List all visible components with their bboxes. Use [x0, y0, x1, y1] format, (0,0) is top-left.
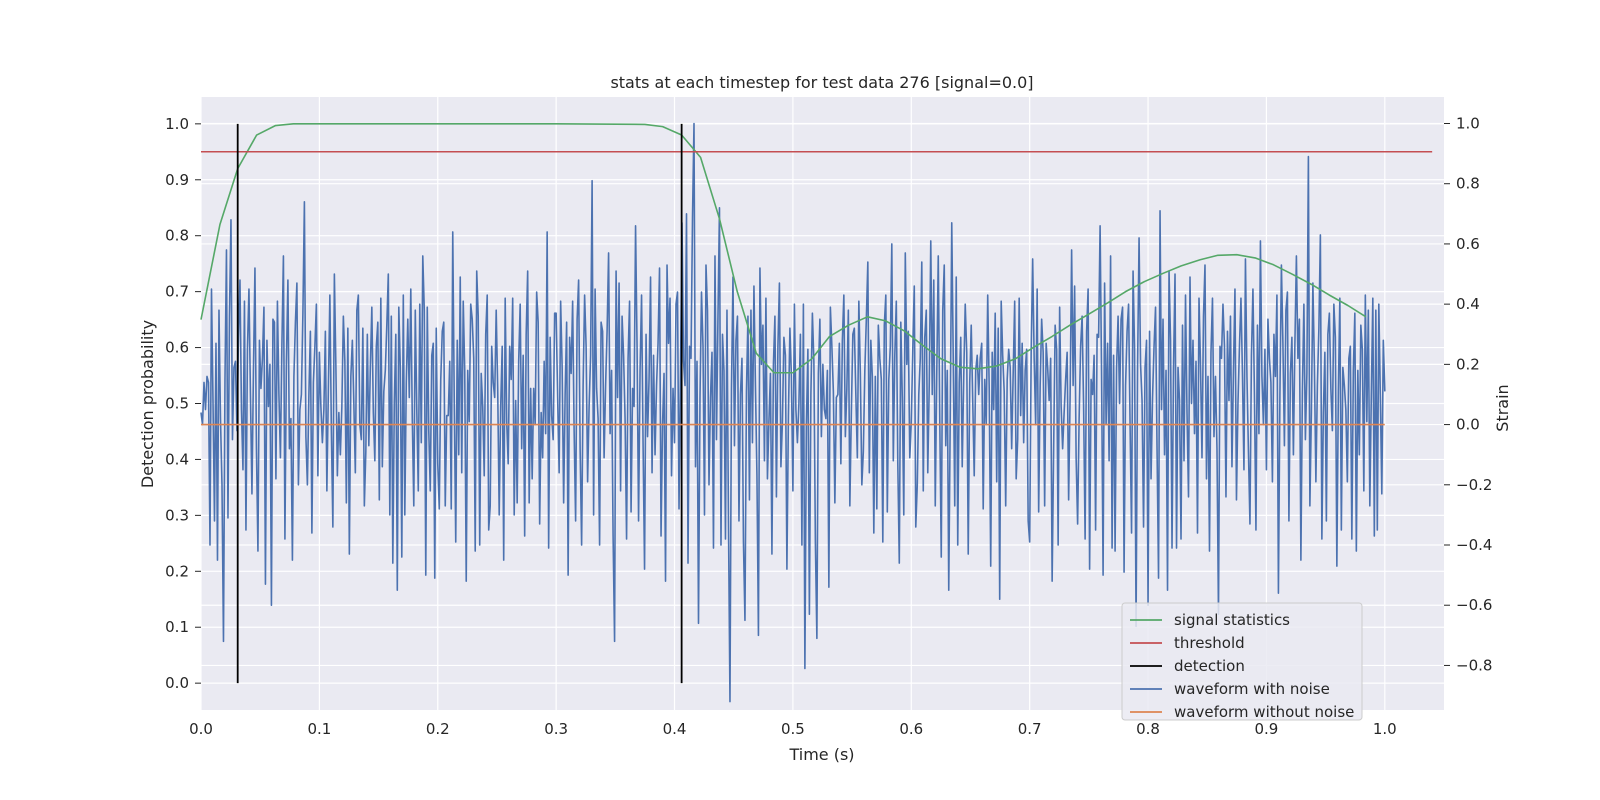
y-right-tick-label: 0.0 — [1456, 416, 1480, 434]
y-tick-label: 0.0 — [165, 674, 189, 692]
x-tick-label: 0.5 — [781, 720, 805, 738]
y-right-tick-label: −0.2 — [1456, 476, 1492, 494]
y-tick-label: 0.9 — [165, 171, 189, 189]
signal-statistics-line — [200, 123, 1367, 374]
y-tick-label: 0.2 — [165, 562, 189, 580]
y-tick-label: 0.6 — [165, 339, 189, 357]
series-layer — [200, 122, 1433, 703]
y-right-tick-label: −0.6 — [1456, 596, 1492, 614]
chart-title: stats at each timestep for test data 276… — [610, 73, 1033, 92]
y-right-tick-label: 0.8 — [1456, 175, 1480, 193]
x-tick-label: 0.9 — [1254, 720, 1278, 738]
legend-label: signal statistics — [1174, 611, 1290, 629]
y-right-axis-label: Strain — [1493, 384, 1512, 431]
x-tick-label: 0.7 — [1018, 720, 1042, 738]
x-tick-label: 0.0 — [189, 720, 213, 738]
y-right-tick-label: −0.4 — [1456, 536, 1492, 554]
axis-layer: 0.0 0.1 0.2 0.3 0.4 0.5 0.6 0.7 0.8 0.9 1.0 0.0 0.1 0… — [165, 114, 1492, 738]
y-tick-label: 0.1 — [165, 618, 189, 636]
waveform-with-noise-line — [200, 122, 1386, 703]
legend-label: waveform without noise — [1174, 703, 1354, 721]
y-tick-label: 0.8 — [165, 227, 189, 245]
y-right-tick-label: −0.8 — [1456, 656, 1492, 674]
y-right-tick-label: 0.2 — [1456, 355, 1480, 373]
legend-label: threshold — [1174, 634, 1245, 652]
x-tick-label: 0.2 — [426, 720, 450, 738]
x-tick-label: 0.4 — [663, 720, 687, 738]
y-tick-label: 0.5 — [165, 395, 189, 413]
legend: signal statistics threshold detection wavef… — [1121, 602, 1363, 721]
y-tick-label: 0.3 — [165, 506, 189, 524]
y-right-tick-label: 0.6 — [1456, 235, 1480, 253]
legend-label: detection — [1174, 657, 1245, 675]
legend-label: waveform with noise — [1174, 680, 1330, 698]
x-tick-label: 0.8 — [1136, 720, 1160, 738]
x-tick-label: 0.6 — [899, 720, 923, 738]
y-axis-label: Detection probability — [138, 320, 157, 488]
legend-box — [1121, 602, 1363, 721]
x-tick-label: 0.1 — [307, 720, 331, 738]
y-tick-label: 0.7 — [165, 283, 189, 301]
y-right-tick-label: 0.4 — [1456, 295, 1480, 313]
x-tick-label: 1.0 — [1373, 720, 1397, 738]
x-tick-label: 0.3 — [544, 720, 568, 738]
y-right-tick-label: 1.0 — [1456, 114, 1480, 132]
y-tick-label: 1.0 — [165, 115, 189, 133]
y-tick-label: 0.4 — [165, 450, 189, 468]
x-axis-label: Time (s) — [788, 745, 854, 764]
